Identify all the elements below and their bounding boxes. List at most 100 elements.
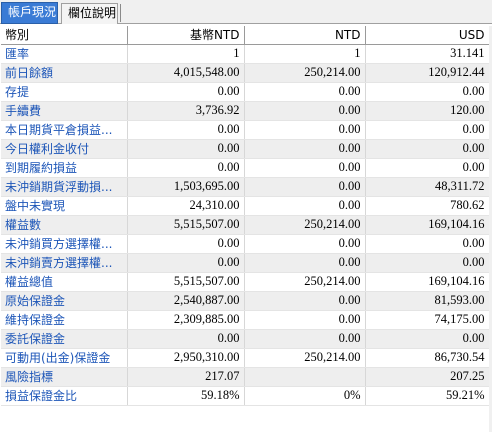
table-row[interactable]: 未沖銷期貨浮動損... 1,503,695.00 0.00 48,311.72	[1, 177, 490, 197]
tab-account-status[interactable]: 帳戶現況	[1, 2, 58, 24]
row-label: 到期履約損益	[1, 158, 128, 178]
tab-field-description[interactable]: 欄位說明	[61, 3, 118, 24]
row-label: 手續費	[1, 101, 128, 121]
row-label: 存提	[1, 82, 128, 102]
ntd-cell: 0.00	[244, 196, 366, 216]
table-header-row: 幣別 基幣NTD NTD USD	[1, 26, 490, 45]
table-row[interactable]: 未沖銷買方選擇權... 0.00 0.00 0.00	[1, 234, 490, 254]
row-label: 委託保證金	[1, 329, 128, 349]
usd-cell: 0.00	[365, 158, 490, 178]
table-row[interactable]: 匯率 1 1 31.141	[1, 44, 490, 64]
row-label: 今日權利金收付	[1, 139, 128, 159]
row-label: 原始保證金	[1, 291, 128, 311]
table-row[interactable]: 委託保證金 0.00 0.00 0.00	[1, 329, 490, 349]
usd-cell: 0.00	[365, 82, 490, 102]
usd-cell: 31.141	[365, 44, 490, 64]
base-ntd-cell: 0.00	[127, 234, 245, 254]
table-row[interactable]: 權益總值 5,515,507.00 250,214.00 169,104.16	[1, 272, 490, 292]
table-row[interactable]: 未沖銷賣方選擇權... 0.00 0.00 0.00	[1, 253, 490, 273]
row-label: 未沖銷期貨浮動損...	[1, 177, 128, 197]
ntd-cell: 250,214.00	[244, 215, 366, 235]
base-ntd-cell: 1,503,695.00	[127, 177, 245, 197]
tab-bar: 帳戶現況 欄位說明	[0, 0, 492, 24]
table-row[interactable]: 前日餘額 4,015,548.00 250,214.00 120,912.44	[1, 63, 490, 83]
row-label: 權益總值	[1, 272, 128, 292]
column-header-currency[interactable]: 幣別	[1, 26, 128, 45]
row-label: 維持保證金	[1, 310, 128, 330]
usd-cell: 0.00	[365, 234, 490, 254]
base-ntd-cell: 2,309,885.00	[127, 310, 245, 330]
column-header-base-ntd[interactable]: 基幣NTD	[127, 26, 245, 45]
table-row[interactable]: 今日權利金收付 0.00 0.00 0.00	[1, 139, 490, 159]
usd-cell: 120.00	[365, 101, 490, 121]
base-ntd-cell: 0.00	[127, 329, 245, 349]
ntd-cell: 250,214.00	[244, 272, 366, 292]
row-label: 風險指標	[1, 367, 128, 387]
usd-cell: 207.25	[365, 367, 490, 387]
table-row[interactable]: 風險指標 217.07 207.25	[1, 367, 490, 387]
table-row[interactable]: 可動用(出金)保證金 2,950,310.00 250,214.00 86,730.5…	[1, 348, 490, 368]
ntd-cell: 1	[244, 44, 366, 64]
base-ntd-cell: 24,310.00	[127, 196, 245, 216]
ntd-cell: 0.00	[244, 139, 366, 159]
usd-cell: 0.00	[365, 139, 490, 159]
row-label: 未沖銷買方選擇權...	[1, 234, 128, 254]
usd-cell: 59.21%	[365, 386, 490, 406]
account-status-table: 幣別 基幣NTD NTD USD 匯率 1 1 31.141 前日餘額 4,015,548…	[1, 26, 490, 406]
base-ntd-cell: 0.00	[127, 120, 245, 140]
usd-cell: 74,175.00	[365, 310, 490, 330]
table-row[interactable]: 存提 0.00 0.00 0.00	[1, 82, 490, 102]
base-ntd-cell: 0.00	[127, 139, 245, 159]
base-ntd-cell: 59.18%	[127, 386, 245, 406]
usd-cell: 0.00	[365, 120, 490, 140]
usd-cell: 169,104.16	[365, 272, 490, 292]
table-row[interactable]: 權益數 5,515,507.00 250,214.00 169,104.16	[1, 215, 490, 235]
ntd-cell: 250,214.00	[244, 348, 366, 368]
usd-cell: 120,912.44	[365, 63, 490, 83]
ntd-cell: 0.00	[244, 120, 366, 140]
usd-cell: 81,593.00	[365, 291, 490, 311]
row-label: 可動用(出金)保證金	[1, 348, 128, 368]
table-row[interactable]: 到期履約損益 0.00 0.00 0.00	[1, 158, 490, 178]
row-label: 前日餘額	[1, 63, 128, 83]
column-header-ntd[interactable]: NTD	[244, 26, 366, 45]
row-label: 盤中未實現	[1, 196, 128, 216]
column-header-usd[interactable]: USD	[365, 26, 490, 45]
grid-right-edge	[489, 26, 492, 432]
ntd-cell: 250,214.00	[244, 63, 366, 83]
row-label: 本日期貨平倉損益...	[1, 120, 128, 140]
table-row[interactable]: 本日期貨平倉損益... 0.00 0.00 0.00	[1, 120, 490, 140]
base-ntd-cell: 0.00	[127, 82, 245, 102]
tab-divider	[120, 4, 121, 22]
base-ntd-cell: 4,015,548.00	[127, 63, 245, 83]
base-ntd-cell: 2,950,310.00	[127, 348, 245, 368]
row-label: 匯率	[1, 44, 128, 64]
table-row[interactable]: 損益保證金比 59.18% 0% 59.21%	[1, 386, 490, 406]
row-label: 損益保證金比	[1, 386, 128, 406]
row-label: 權益數	[1, 215, 128, 235]
base-ntd-cell: 1	[127, 44, 245, 64]
ntd-cell: 0.00	[244, 82, 366, 102]
usd-cell: 169,104.16	[365, 215, 490, 235]
ntd-cell: 0.00	[244, 310, 366, 330]
base-ntd-cell: 217.07	[127, 367, 245, 387]
base-ntd-cell: 3,736.92	[127, 101, 245, 121]
table-row[interactable]: 維持保證金 2,309,885.00 0.00 74,175.00	[1, 310, 490, 330]
table-row[interactable]: 手續費 3,736.92 0.00 120.00	[1, 101, 490, 121]
ntd-cell: 0%	[244, 386, 366, 406]
base-ntd-cell: 5,515,507.00	[127, 215, 245, 235]
usd-cell: 0.00	[365, 253, 490, 273]
ntd-cell: 0.00	[244, 101, 366, 121]
base-ntd-cell: 0.00	[127, 158, 245, 178]
ntd-cell: 0.00	[244, 234, 366, 254]
base-ntd-cell: 0.00	[127, 253, 245, 273]
ntd-cell: 0.00	[244, 177, 366, 197]
table-row[interactable]: 盤中未實現 24,310.00 0.00 780.62	[1, 196, 490, 216]
base-ntd-cell: 2,540,887.00	[127, 291, 245, 311]
ntd-cell: 0.00	[244, 329, 366, 349]
table-row[interactable]: 原始保證金 2,540,887.00 0.00 81,593.00	[1, 291, 490, 311]
usd-cell: 48,311.72	[365, 177, 490, 197]
ntd-cell	[244, 367, 366, 387]
usd-cell: 780.62	[365, 196, 490, 216]
usd-cell: 86,730.54	[365, 348, 490, 368]
